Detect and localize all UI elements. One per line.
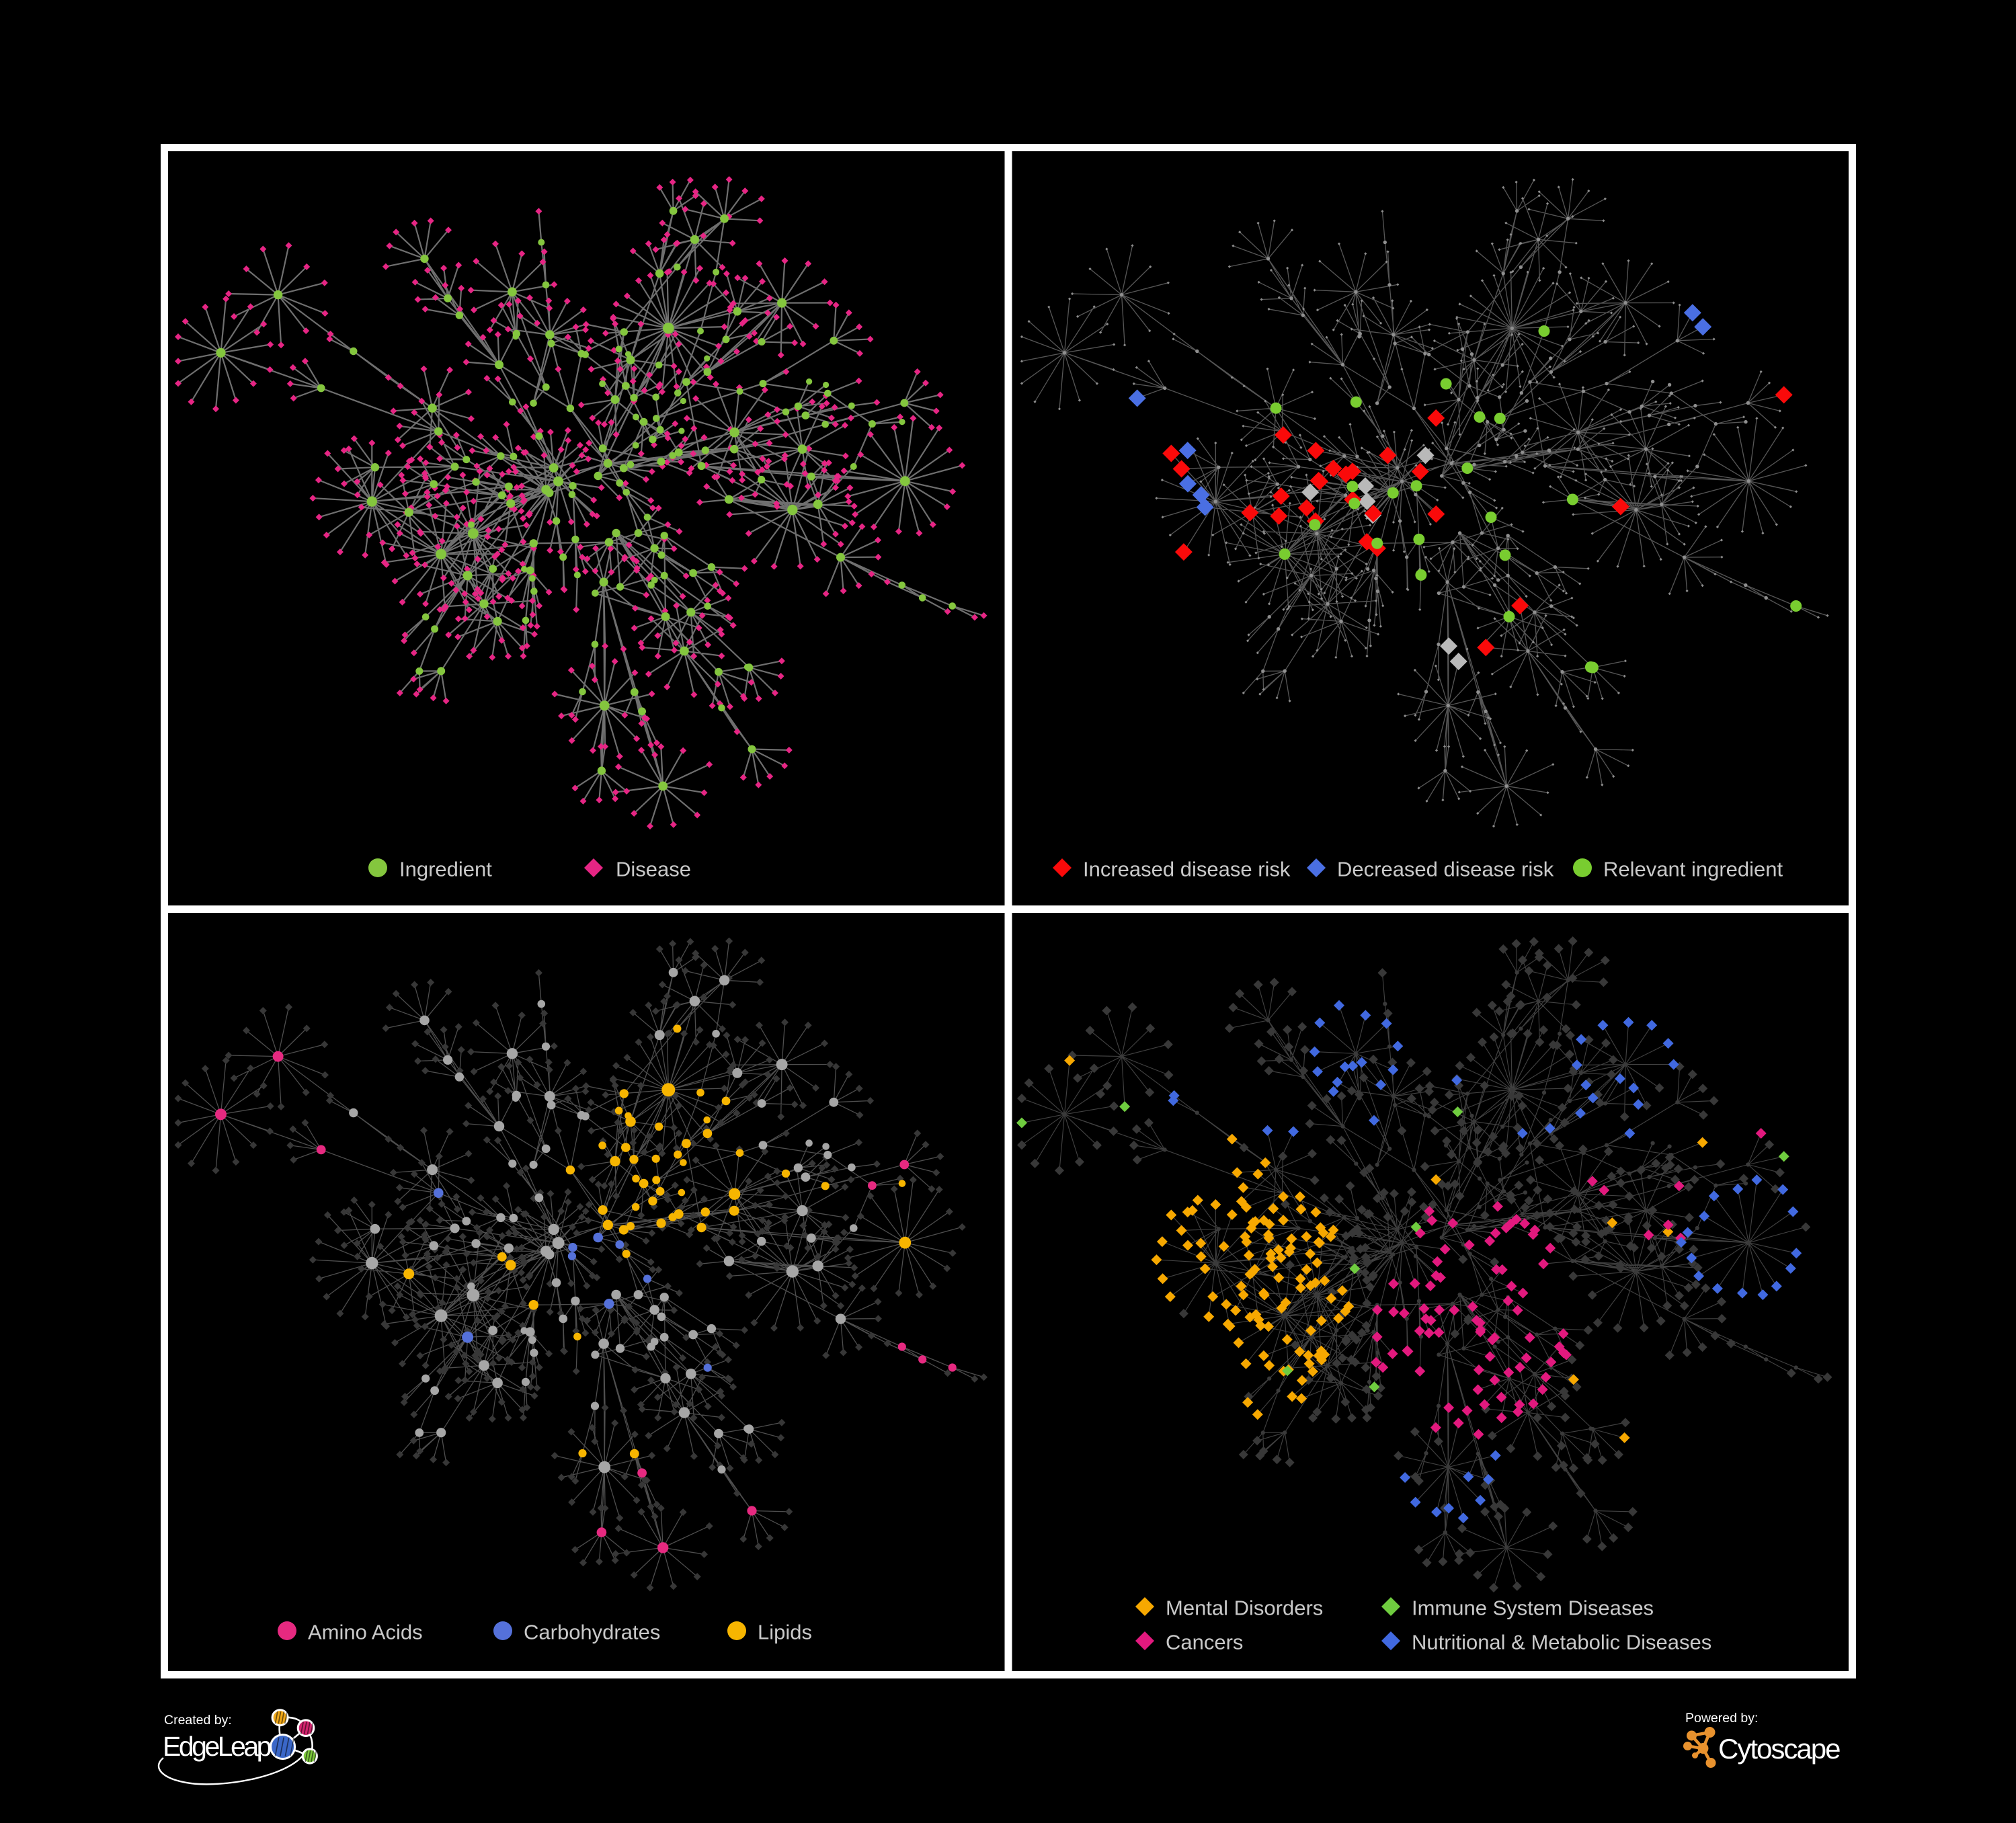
svg-text:Cancers: Cancers	[1166, 1631, 1243, 1654]
svg-text:Increased disease risk: Increased disease risk	[1083, 858, 1291, 881]
svg-text:Powered by:: Powered by:	[1685, 1711, 1758, 1726]
svg-text:Amino Acids: Amino Acids	[308, 1621, 423, 1644]
svg-text:Relevant ingredient: Relevant ingredient	[1603, 858, 1783, 881]
svg-text:Immune System Diseases: Immune System Diseases	[1412, 1596, 1654, 1620]
svg-text:Created by:: Created by:	[164, 1713, 232, 1728]
svg-text:Lipids: Lipids	[758, 1621, 812, 1644]
svg-text:Nutritional & Metabolic Diseas: Nutritional & Metabolic Diseases	[1412, 1631, 1711, 1654]
svg-text:Disease: Disease	[616, 858, 691, 881]
svg-text:EdgeLeap: EdgeLeap	[163, 1731, 272, 1762]
svg-text:Decreased disease risk: Decreased disease risk	[1337, 858, 1554, 881]
svg-text:Ingredient: Ingredient	[399, 858, 492, 881]
svg-text:Carbohydrates: Carbohydrates	[524, 1621, 660, 1644]
svg-text:Mental Disorders: Mental Disorders	[1166, 1596, 1323, 1620]
svg-text:Cytoscape: Cytoscape	[1718, 1733, 1840, 1765]
